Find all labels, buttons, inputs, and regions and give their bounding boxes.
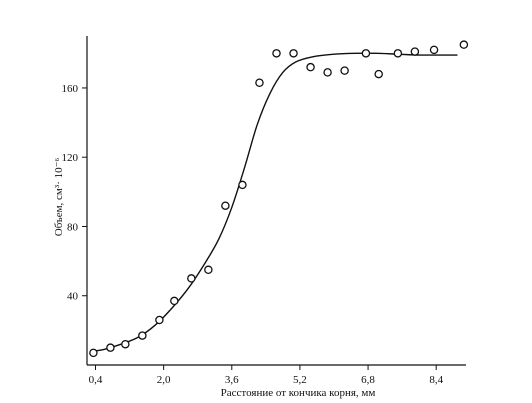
y-tick-label: 80: [67, 221, 79, 233]
data-point: [106, 343, 115, 352]
fit-curve: [93, 52, 458, 352]
data-point: [121, 339, 130, 349]
data-point: [289, 49, 298, 58]
data-point: [138, 331, 147, 340]
axes: [86, 36, 466, 366]
y-tick-label: 40: [67, 291, 79, 303]
tick-marks: [82, 87, 437, 370]
x-tick-label: 2,0: [157, 374, 171, 386]
data-point: [393, 49, 403, 58]
data-point: [361, 49, 371, 58]
data-point: [187, 274, 196, 283]
data-point: [221, 201, 230, 210]
data-point: [170, 296, 179, 306]
data-point: [204, 265, 213, 275]
tick-labels: 0,4 2,0 3,6 5,2 6,8 8,4 40 80 120 160: [62, 83, 444, 386]
data-point: [374, 69, 383, 79]
data-point: [340, 66, 349, 75]
x-tick-label: 0,4: [89, 374, 103, 386]
data-point: [155, 315, 164, 325]
data-point: [429, 45, 439, 55]
x-tick-label: 5,2: [293, 374, 307, 386]
data-point: [459, 40, 469, 49]
data-point: [238, 180, 247, 190]
x-tick-label: 8,4: [429, 374, 443, 386]
data-point: [272, 49, 281, 58]
x-tick-label: 6,8: [361, 374, 375, 386]
y-axis-label: Объем, см³· 10⁻⁶: [53, 158, 65, 237]
y-tick-label: 120: [62, 152, 79, 164]
data-point: [89, 348, 98, 358]
data-point: [306, 62, 315, 72]
data-point: [323, 68, 332, 77]
data-point: [255, 78, 264, 88]
x-tick-label: 3,6: [225, 374, 239, 386]
data-points: [89, 40, 469, 358]
y-tick-label: 160: [62, 83, 79, 95]
data-point: [410, 47, 420, 56]
x-axis-label: Расстояние от кончика корня, мм: [221, 387, 376, 399]
